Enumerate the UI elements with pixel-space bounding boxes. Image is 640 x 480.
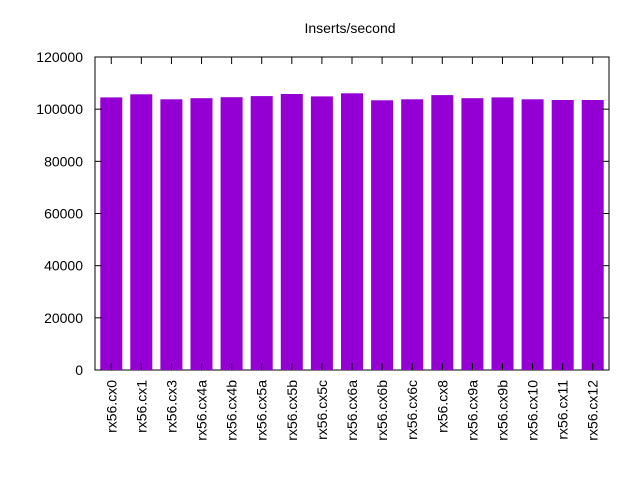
- bar-rx56-cx0: [100, 97, 123, 371]
- x-tick-label: rx56.cx6c: [404, 380, 420, 440]
- x-tick-label: rx56.cx12: [585, 380, 601, 441]
- bar-rx56-cx8: [431, 95, 454, 370]
- y-tick-label: 100000: [36, 101, 83, 117]
- x-tick-label: rx56.cx3: [163, 380, 179, 433]
- bar-rx56-cx9b: [491, 97, 514, 371]
- y-axis-ticks: 0 20000 40000 60000 80000 100000 120000: [36, 49, 609, 378]
- bar-rx56-cx3: [160, 99, 183, 371]
- y-tick-label: 0: [75, 362, 83, 378]
- x-axis-ticks: rx56.cx0 rx56.cx1 rx56.cx3 rx56.cx4a rx56.cx…: [103, 57, 601, 441]
- bar-rx56-cx5a: [250, 96, 273, 370]
- bar-rx56-cx5b: [280, 94, 303, 370]
- bar-rx56-cx6b: [371, 100, 394, 371]
- bar-rx56-cx4b: [220, 97, 243, 370]
- bar-rx56-cx4a: [190, 98, 213, 370]
- x-tick-label: rx56.cx11: [555, 380, 571, 440]
- x-tick-label: rx56.cx6a: [344, 380, 360, 441]
- x-tick-label: rx56.cx10: [525, 380, 541, 441]
- bar-rx56-cx9a: [461, 98, 484, 370]
- y-tick-label: 40000: [44, 258, 83, 274]
- bar-rx56-cx6a: [341, 93, 363, 371]
- bar-rx56-cx12: [581, 100, 604, 370]
- bar-rx56-cx10: [521, 99, 544, 371]
- x-tick-label: rx56.cx8: [434, 380, 450, 433]
- y-tick-label: 60000: [44, 206, 83, 222]
- x-tick-label: rx56.cx4b: [224, 380, 240, 441]
- x-tick-label: rx56.cx0: [103, 380, 119, 433]
- bar-rx56-cx1: [130, 94, 153, 371]
- bar-rx56-cx11: [551, 100, 574, 370]
- x-tick-label: rx56.cx5c: [314, 380, 330, 440]
- bar-rx56-cx5c: [310, 96, 333, 371]
- chart-title: Inserts/second: [304, 20, 395, 36]
- y-tick-label: 20000: [44, 310, 83, 326]
- x-tick-label: rx56.cx9a: [464, 380, 480, 441]
- x-tick-label: rx56.cx9b: [495, 380, 511, 441]
- x-tick-label: rx56.cx6b: [374, 380, 390, 441]
- y-tick-label: 120000: [36, 49, 83, 65]
- bars-group: [100, 93, 604, 371]
- y-tick-label: 80000: [44, 153, 83, 169]
- x-tick-label: rx56.cx5a: [254, 380, 270, 441]
- bar-rx56-cx6c: [401, 99, 424, 371]
- x-tick-label: rx56.cx5b: [284, 380, 300, 441]
- x-tick-label: rx56.cx4a: [194, 380, 210, 441]
- x-tick-label: rx56.cx1: [133, 380, 149, 433]
